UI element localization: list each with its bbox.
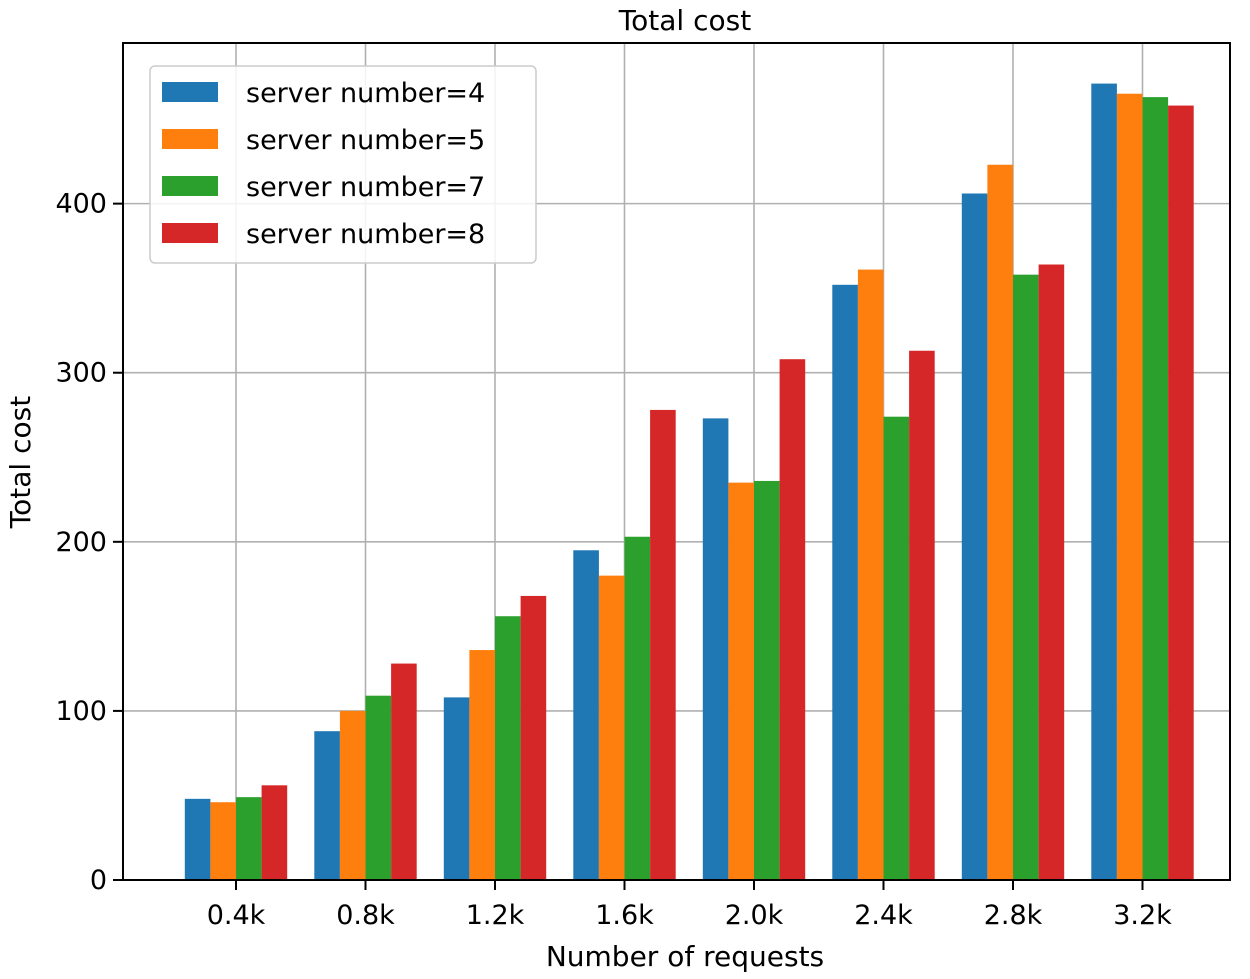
x-tick-label: 0.4k xyxy=(207,900,266,931)
legend-label: server number=8 xyxy=(246,219,485,250)
bars-group xyxy=(184,83,1194,881)
legend-swatch xyxy=(162,129,218,149)
x-tick-label: 2.8k xyxy=(984,900,1043,931)
y-tick-label: 400 xyxy=(55,189,107,220)
x-tick-label: 2.0k xyxy=(725,900,784,931)
bar xyxy=(236,797,262,880)
bar xyxy=(520,595,547,880)
bar xyxy=(314,731,340,880)
x-axis-ticks: 0.4k 0.8k 1.2k 1.6k 2.0k 2.4k 2.8k 3.2k xyxy=(207,880,1172,931)
legend-label: server number=4 xyxy=(246,78,485,109)
y-axis-title: Total cost xyxy=(4,396,37,529)
bar xyxy=(883,416,910,880)
x-tick-label: 1.6k xyxy=(595,900,654,931)
x-tick-label: 1.2k xyxy=(466,900,525,931)
bar xyxy=(1038,264,1065,880)
bar xyxy=(857,269,884,881)
chart-title: Total cost xyxy=(618,4,751,37)
bar xyxy=(1168,105,1194,880)
bar xyxy=(210,802,236,880)
bar xyxy=(469,650,495,880)
bar xyxy=(443,697,470,880)
legend-box xyxy=(149,65,537,264)
bar xyxy=(1116,93,1143,880)
bar xyxy=(779,359,806,880)
bar xyxy=(1142,97,1169,881)
legend-swatch xyxy=(162,82,218,102)
bar xyxy=(650,409,676,880)
bar xyxy=(495,616,521,880)
bar xyxy=(184,798,211,880)
bar xyxy=(728,482,754,880)
bar xyxy=(573,550,599,880)
legend-label: server number=5 xyxy=(246,125,485,156)
bar xyxy=(391,663,417,880)
bar xyxy=(339,710,366,880)
x-tick-label: 3.2k xyxy=(1113,900,1172,931)
y-tick-label: 300 xyxy=(55,358,107,389)
legend-label: server number=7 xyxy=(246,172,485,203)
x-tick-label: 0.8k xyxy=(336,900,395,931)
bar xyxy=(909,350,935,880)
bar xyxy=(261,785,288,880)
x-tick-label: 2.4k xyxy=(854,900,913,931)
plot-frame xyxy=(122,42,1231,881)
legend: server number=4 server number=5 server num… xyxy=(149,65,537,264)
y-axis-ticks: 0 100 200 300 400 xyxy=(55,189,123,896)
bar xyxy=(598,575,625,880)
bar xyxy=(754,480,780,880)
bar xyxy=(1013,274,1039,880)
bar xyxy=(702,418,729,880)
bar xyxy=(1091,83,1117,881)
bar xyxy=(987,164,1013,880)
y-tick-label: 0 xyxy=(90,865,107,896)
legend-swatch xyxy=(162,223,218,243)
bar xyxy=(365,695,392,880)
y-tick-label: 100 xyxy=(55,696,107,727)
y-tick-label: 200 xyxy=(55,527,107,558)
bar xyxy=(624,536,651,880)
bar xyxy=(832,284,858,880)
x-axis-title: Number of requests xyxy=(546,940,824,973)
bar xyxy=(961,193,988,880)
legend-swatch xyxy=(162,176,218,196)
